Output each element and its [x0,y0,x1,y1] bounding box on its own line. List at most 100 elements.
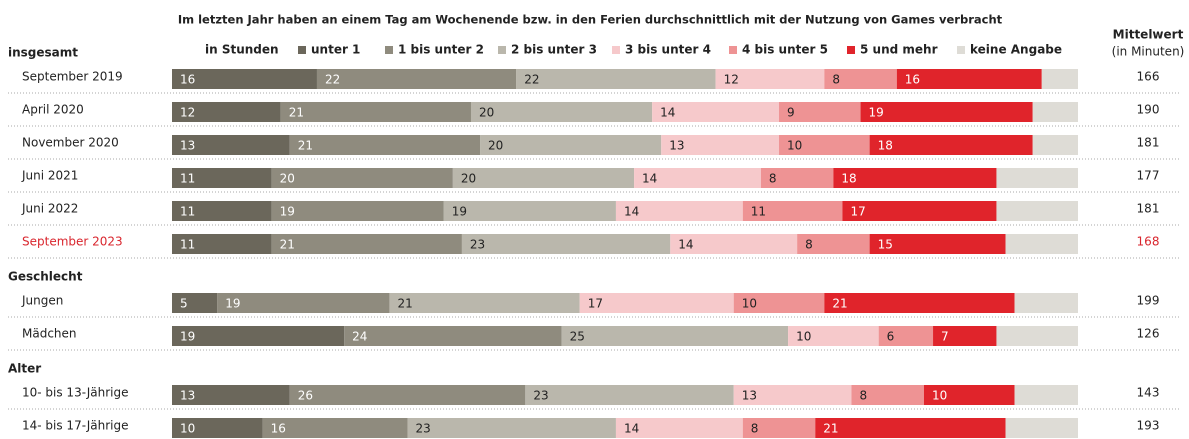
mean-value: 181 [1137,136,1160,150]
bar-segment [788,326,879,346]
bar-segment [634,168,761,188]
data-label: 23 [470,238,485,252]
data-label: 22 [524,73,539,87]
data-label: 14 [624,205,639,219]
data-label: 13 [180,389,195,403]
bar-segment [271,234,462,254]
bar-segment [172,418,263,438]
data-label: 11 [180,205,195,219]
data-label: 21 [823,422,838,436]
data-label: 8 [805,238,813,252]
data-label: 19 [869,106,884,120]
bar-segment [172,168,272,188]
data-label: 14 [678,238,693,252]
data-label: 10 [742,297,757,311]
data-label: 19 [225,297,240,311]
data-label: 14 [642,172,657,186]
data-label: 21 [298,139,313,153]
bar-segment [797,234,870,254]
data-label: 10 [796,330,811,344]
bar-segment [878,326,934,346]
chart-title: Im letzten Jahr haben an einem Tag am Wo… [178,13,1003,27]
data-label: 24 [352,330,367,344]
bar-segment [652,102,780,122]
data-label: 11 [180,238,195,252]
bar-segment [996,201,1078,221]
data-label: 8 [832,73,840,87]
data-label: 12 [180,106,195,120]
legend-swatch [847,46,855,54]
category-label: Jungen [21,294,63,308]
bar-segment [452,168,635,188]
data-label: 13 [669,139,684,153]
data-label: 16 [180,73,195,87]
data-label: 19 [452,205,467,219]
bar-segment [470,102,653,122]
data-label: 8 [751,422,759,436]
bar-segment [715,69,825,89]
bar-segment [896,69,1042,89]
bar-segment [1005,234,1078,254]
legend-swatch [298,46,306,54]
bar-segment [1014,385,1078,405]
legend-swatch [612,46,620,54]
group-label: insgesamt [8,46,78,60]
bar-segment [172,234,272,254]
bar-segment [1041,69,1078,89]
data-label: 16 [271,422,286,436]
data-label: 7 [941,330,949,344]
bar-segment [860,102,1033,122]
legend-label: 3 bis unter 4 [625,43,711,57]
data-label: 20 [461,172,476,186]
bar-segment [271,168,453,188]
bar-segment [461,234,671,254]
data-label: 13 [180,139,195,153]
bar-segment [996,168,1078,188]
data-label: 21 [397,297,412,311]
bar-segment [271,201,444,221]
mean-value: 168 [1137,235,1160,249]
bar-segment [842,201,997,221]
data-label: 20 [488,139,503,153]
bar-segment [561,326,789,346]
bar-segment [833,168,997,188]
category-label: September 2023 [22,235,123,249]
legend-label: 4 bis unter 5 [742,43,828,57]
legend-label: unter 1 [311,43,360,57]
bar-segment [1032,135,1078,155]
data-label: 20 [280,172,295,186]
data-label: 8 [769,172,777,186]
bar-segment [670,234,798,254]
legend-label: 2 bis unter 3 [511,43,597,57]
bar-segment [779,135,870,155]
bar-segment [280,102,471,122]
bar-segment [172,135,290,155]
legend-label: 1 bis unter 2 [398,43,484,57]
mean-value: 181 [1137,202,1160,216]
bar-segment [172,326,345,346]
data-label: 13 [742,389,757,403]
data-label: 18 [878,139,893,153]
bar-segment [760,168,834,188]
data-label: 17 [850,205,865,219]
mean-value: 193 [1137,419,1160,433]
data-label: 15 [878,238,893,252]
legend-label: keine Angabe [970,43,1062,57]
legend-swatch [498,46,506,54]
bar-segment [262,418,408,438]
data-label: 5 [180,297,188,311]
category-label: Mädchen [22,327,77,341]
mean-value: 190 [1137,103,1160,117]
bar-segment [742,418,816,438]
mean-subtitle: (in Minuten) [1112,45,1185,59]
bar-segment [172,201,272,221]
bar-segment [480,135,662,155]
bar-segment [579,293,734,313]
bar-segment [407,418,616,438]
legend-swatch [385,46,393,54]
category-label: Juni 2022 [21,202,78,216]
bar-segment [824,293,1015,313]
data-label: 21 [832,297,847,311]
bar-segment [1014,293,1078,313]
